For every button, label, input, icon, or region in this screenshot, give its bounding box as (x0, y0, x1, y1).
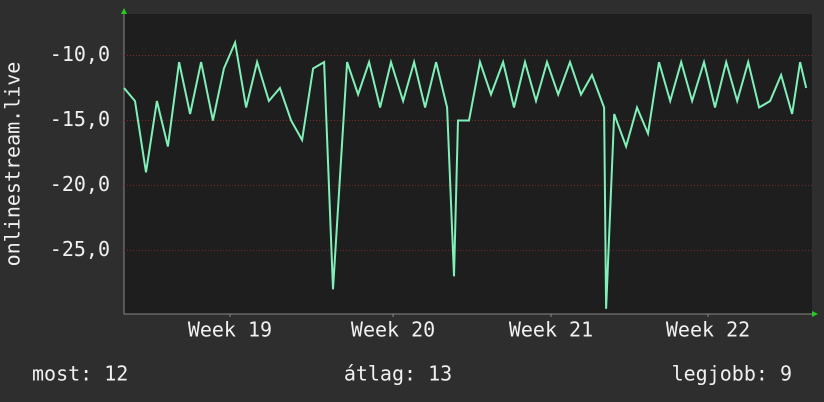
y-tick-label: -25,0 (50, 237, 110, 261)
footer-avg: átlag: 13 (344, 362, 452, 386)
data-line (123, 39, 808, 309)
y-axis-label: onlinestream.live (1, 62, 25, 267)
y-tick-label: -10,0 (50, 42, 110, 66)
x-tick-label: Week 20 (351, 318, 435, 342)
axis-arrow (812, 311, 818, 317)
x-tick-label: Week 21 (509, 318, 593, 342)
footer-best: legjobb: 9 (672, 362, 792, 386)
y-tick-label: -20,0 (50, 172, 110, 196)
x-tick-label: Week 19 (188, 318, 272, 342)
footer-now: most: 12 (32, 362, 128, 386)
y-tick-label: -15,0 (50, 107, 110, 131)
axis-arrow (121, 8, 127, 14)
x-tick-label: Week 22 (666, 318, 750, 342)
